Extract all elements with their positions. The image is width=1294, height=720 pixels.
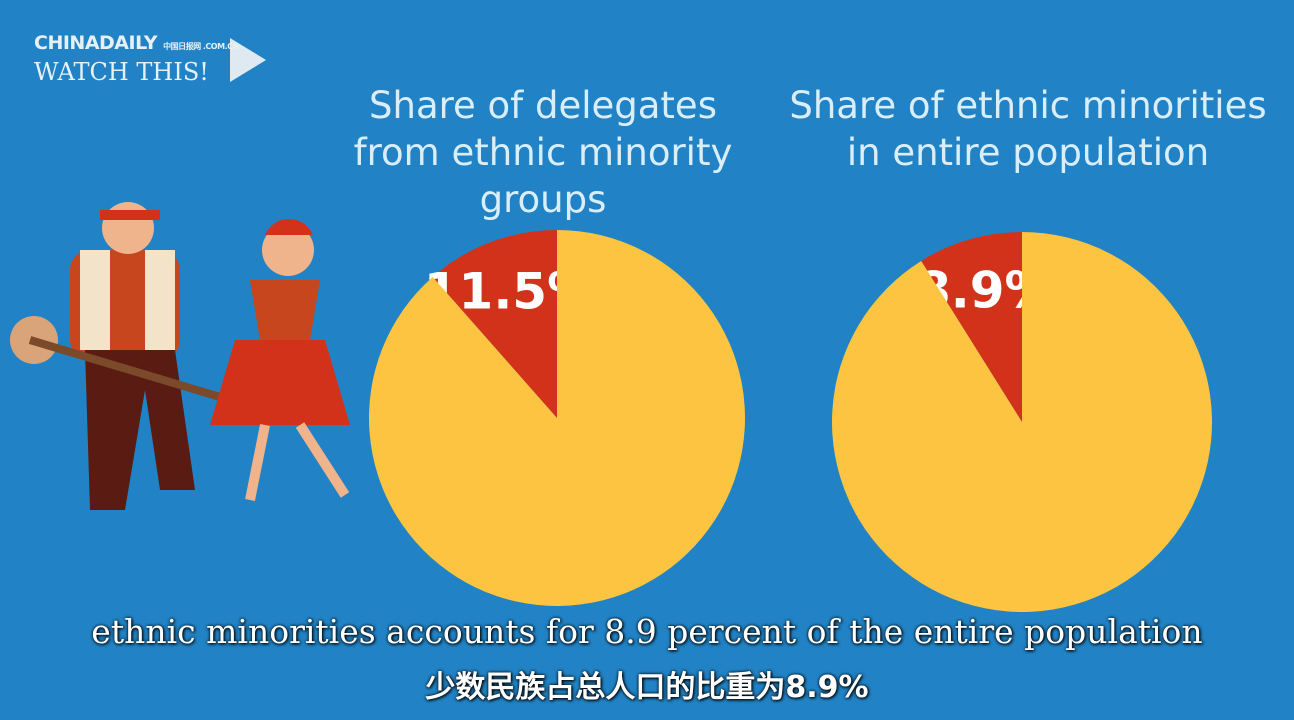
logo-tagline: WATCH THIS!: [34, 58, 209, 86]
chart-title: Share of delegates from ethnic minority …: [353, 84, 733, 221]
brand: CHINADAILY: [34, 32, 157, 54]
subtitle-english: ethnic minorities accounts for 8.9 perce…: [91, 612, 1203, 651]
pie-slice: [369, 230, 746, 606]
subtitle-chinese: 少数民族占总人口的比重为8.9%: [425, 670, 869, 705]
chart-title: Share of ethnic minorities in entire pop…: [789, 84, 1267, 174]
pie-slice: [432, 230, 557, 418]
dancers-illustration: [10, 202, 350, 510]
logo-brand: CHINADAILY 中国日报网 .COM.CN: [34, 32, 239, 54]
brand-small: 中国日报网 .COM.CN: [163, 42, 239, 51]
play-icon: [230, 38, 266, 82]
pie-slice: [832, 232, 1212, 612]
pie-slice: [921, 232, 1022, 422]
